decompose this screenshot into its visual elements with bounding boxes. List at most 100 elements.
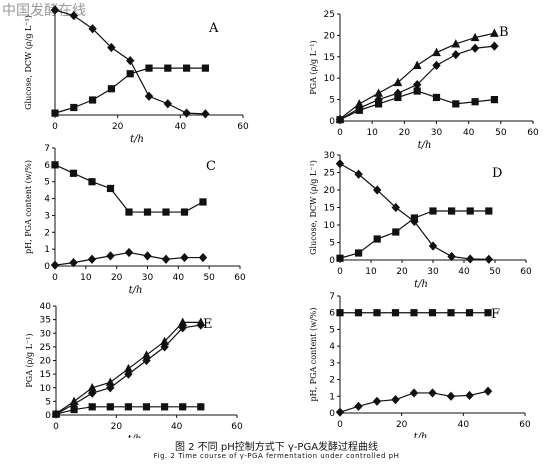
figure-caption-en: Fig. 2 Time course of γ-PGA fermentation…	[153, 452, 400, 460]
y-tick-label: 0	[329, 117, 335, 127]
data-point	[126, 70, 134, 78]
x-tick-label: 20	[111, 422, 123, 432]
data-point	[432, 93, 441, 102]
data-point	[412, 60, 422, 69]
x-tick-label: 40	[463, 128, 475, 138]
data-point	[69, 258, 78, 268]
data-point	[124, 247, 134, 258]
data-point	[374, 88, 383, 97]
data-point	[88, 388, 97, 398]
series-triangle	[51, 317, 206, 418]
data-point	[180, 252, 189, 263]
y-tick-label: 20	[324, 186, 336, 196]
x-tick-label: 60	[520, 267, 532, 277]
series-diamond	[50, 247, 208, 270]
y-tick-label: 5	[44, 178, 50, 188]
data-point	[392, 228, 400, 236]
panel-E: 0 20 40 60 0 5 10 15 20 25 30 35 40 t/h PGA (ρ/g L⁻¹) E	[25, 302, 243, 438]
x-tick-label: 0	[337, 267, 343, 277]
data-point	[451, 39, 461, 48]
data-point	[105, 377, 115, 386]
data-point	[490, 28, 499, 37]
y-tick-label: 15	[324, 204, 335, 214]
data-point	[391, 395, 400, 405]
data-point	[393, 77, 403, 87]
data-point	[375, 100, 383, 108]
x-tick-label: 30	[431, 128, 443, 138]
x-tick-label: 10	[366, 128, 378, 138]
data-point	[484, 309, 492, 317]
y-tick-label: 7	[44, 144, 50, 154]
panel-letter: D	[492, 166, 502, 181]
x-tick-label: 60	[519, 420, 531, 430]
series-diamond	[50, 5, 210, 119]
data-point	[452, 100, 460, 108]
y-tick-label: 0	[329, 409, 335, 419]
data-point	[144, 91, 154, 101]
data-point	[70, 405, 78, 414]
data-point	[470, 43, 480, 53]
data-point	[471, 98, 479, 106]
data-point	[145, 64, 153, 72]
data-point	[69, 169, 78, 177]
x-tick-label: 40	[173, 273, 185, 283]
y-tick-label: 5	[329, 96, 335, 106]
data-point	[50, 5, 60, 15]
data-point	[142, 403, 151, 411]
data-point	[432, 47, 441, 57]
data-point	[409, 388, 419, 398]
data-point	[336, 254, 344, 262]
data-point	[429, 207, 437, 215]
y-axis-label: PGA (ρ/g L⁻¹)	[309, 40, 318, 94]
panel-C: 0 10 20 30 40 50 60 0 1 2 3 4 5 6 7 t/h pH, PGA content …	[24, 144, 246, 296]
data-point	[485, 207, 493, 215]
y-tick-label: 35	[40, 316, 51, 326]
data-point	[372, 396, 382, 406]
data-point	[52, 410, 60, 418]
data-point	[373, 309, 381, 317]
x-tick-label: 40	[175, 122, 187, 132]
y-tick-label: 5	[329, 325, 335, 335]
data-point	[179, 403, 187, 411]
data-point	[142, 350, 151, 359]
x-tick-label: 20	[112, 122, 124, 132]
data-point	[178, 317, 188, 326]
y-tick-label: 1	[44, 245, 50, 255]
x-tick-label: 10	[80, 273, 92, 283]
data-point	[336, 309, 344, 317]
panel-letter: E	[203, 317, 213, 332]
data-point	[197, 403, 205, 411]
x-tick-label: 0	[52, 122, 58, 132]
data-point	[70, 103, 78, 112]
panel-A: 0 20 40 60 t/h Glucose, DCW (ρ/g L⁻¹) A	[24, 5, 249, 145]
x-tick-label: 50	[495, 128, 507, 138]
data-point	[432, 60, 441, 70]
data-point	[125, 208, 133, 216]
y-tick-label: 0	[45, 411, 51, 421]
x-tick-label: 30	[142, 273, 154, 283]
data-point	[446, 391, 456, 401]
y-tick-label: 6	[44, 161, 50, 171]
data-point	[354, 99, 364, 108]
data-point	[428, 388, 437, 398]
x-tick-label: 0	[337, 420, 343, 430]
y-axis-label: Glucose, DCW (ρ/g L⁻¹)	[309, 160, 318, 255]
data-point	[373, 185, 382, 195]
data-point	[88, 178, 96, 186]
data-point	[394, 93, 402, 102]
data-point	[161, 403, 169, 411]
data-point	[198, 252, 208, 263]
data-point	[50, 260, 60, 270]
y-tick-label: 10	[40, 384, 52, 394]
y-tick-label: 25	[40, 343, 51, 353]
series-square	[51, 161, 207, 216]
data-point	[124, 363, 133, 373]
panel-B: 0 10 20 30 40 50 60 0 5 10 15 20 25 t/h PGA (ρ/g L⁻¹) B	[309, 10, 539, 151]
data-point	[89, 96, 97, 104]
data-point	[428, 241, 438, 251]
y-tick-label: 5	[45, 397, 51, 407]
data-point	[87, 382, 97, 392]
data-point	[451, 50, 460, 60]
data-point	[335, 407, 345, 417]
data-point	[447, 309, 455, 317]
